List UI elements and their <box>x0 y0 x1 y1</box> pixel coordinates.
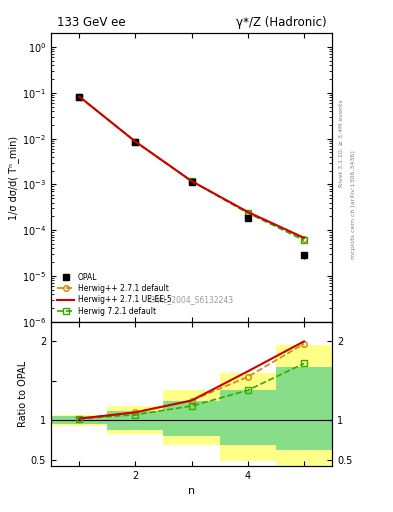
Herwig 7.2.1 default <box>77 94 82 100</box>
Y-axis label: Ratio to OPAL: Ratio to OPAL <box>18 360 28 427</box>
Y-axis label: 1/σ dσ/d( Tⁿ_min): 1/σ dσ/d( Tⁿ_min) <box>8 136 19 220</box>
Bar <box>220 373 276 461</box>
Bar <box>220 390 276 445</box>
Bar <box>107 406 163 434</box>
Herwig++ 2.7.1 default <box>77 94 82 100</box>
Herwig++ 2.7.1 UE-EE-5 <box>302 235 307 241</box>
Line: Herwig 7.2.1 default: Herwig 7.2.1 default <box>76 94 307 243</box>
Herwig 7.2.1 default <box>133 139 138 145</box>
Bar <box>163 390 220 445</box>
Herwig++ 2.7.1 default <box>133 139 138 145</box>
Text: Rivet 3.1.10, ≥ 3.4M events: Rivet 3.1.10, ≥ 3.4M events <box>339 99 344 187</box>
Legend: OPAL, Herwig++ 2.7.1 default, Herwig++ 2.7.1 UE-EE-5, Herwig 7.2.1 default: OPAL, Herwig++ 2.7.1 default, Herwig++ 2… <box>55 270 174 318</box>
Text: γ*/Z (Hadronic): γ*/Z (Hadronic) <box>236 16 327 29</box>
Bar <box>276 367 332 450</box>
Herwig++ 2.7.1 default <box>302 236 307 242</box>
X-axis label: n: n <box>188 486 195 496</box>
Herwig++ 2.7.1 UE-EE-5 <box>245 209 250 215</box>
Herwig++ 2.7.1 UE-EE-5 <box>133 139 138 145</box>
Herwig 7.2.1 default <box>302 237 307 243</box>
Text: 133 GeV ee: 133 GeV ee <box>57 16 125 29</box>
Line: Herwig++ 2.7.1 default: Herwig++ 2.7.1 default <box>76 94 307 242</box>
Herwig++ 2.7.1 default <box>245 210 250 216</box>
Text: OPAL_2004_S6132243: OPAL_2004_S6132243 <box>149 295 234 305</box>
Herwig++ 2.7.1 UE-EE-5 <box>189 178 194 184</box>
Line: Herwig++ 2.7.1 UE-EE-5: Herwig++ 2.7.1 UE-EE-5 <box>79 97 304 238</box>
Bar <box>107 411 163 430</box>
Herwig++ 2.7.1 UE-EE-5 <box>77 94 82 100</box>
Bar <box>51 415 107 426</box>
Bar <box>51 416 107 424</box>
Herwig++ 2.7.1 default <box>189 178 194 184</box>
Bar <box>163 401 220 436</box>
Herwig 7.2.1 default <box>245 210 250 216</box>
Text: mcplots.cern.ch [arXiv:1306.3436]: mcplots.cern.ch [arXiv:1306.3436] <box>351 151 356 259</box>
Herwig 7.2.1 default <box>189 178 194 184</box>
Bar <box>276 346 332 469</box>
